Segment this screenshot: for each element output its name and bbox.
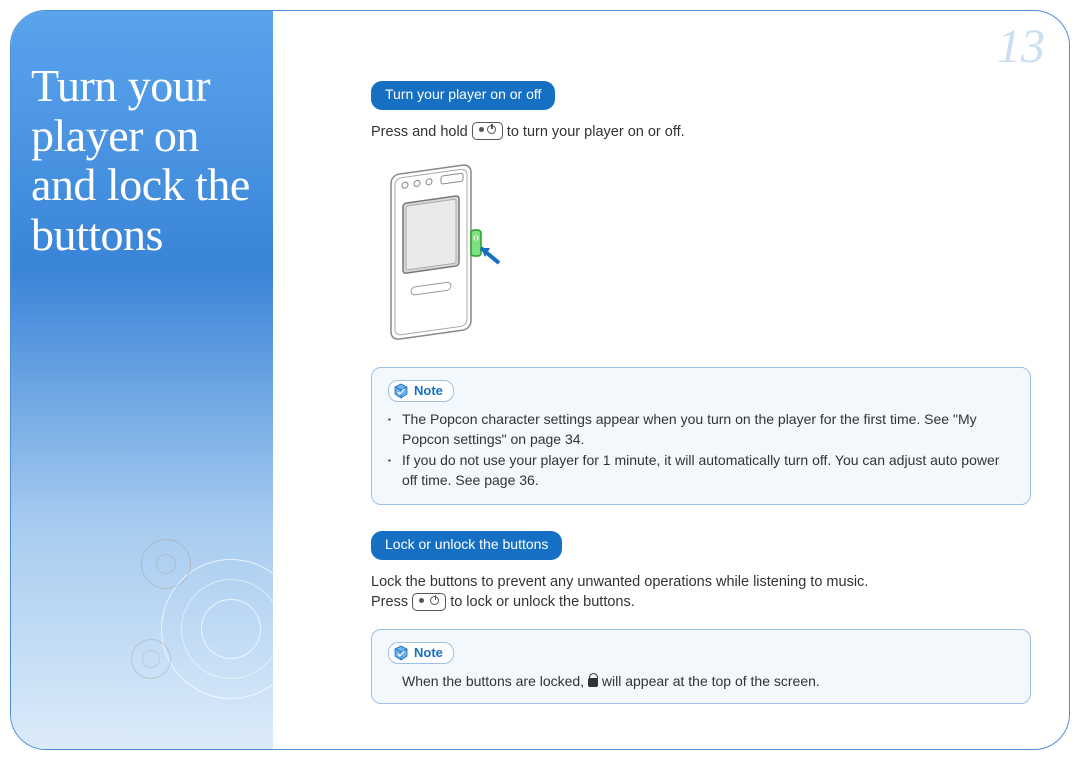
lock-line2-after: to lock or unlock the buttons. bbox=[450, 594, 635, 610]
note-1-bullet-1: If you do not use your player for 1 minu… bbox=[402, 451, 1014, 490]
power-instruction: Press and hold to turn your player on or… bbox=[371, 122, 1031, 142]
power-text-before: Press and hold bbox=[371, 124, 472, 140]
note-2-text: When the buttons are locked, will appear… bbox=[388, 672, 1014, 692]
lock-line2-before: Press bbox=[371, 594, 412, 610]
device-illustration bbox=[371, 158, 511, 343]
note-box-2: Note When the buttons are locked, will a… bbox=[371, 629, 1031, 705]
note-cube-icon-2 bbox=[393, 645, 409, 661]
note-label-1: Note bbox=[388, 380, 454, 402]
sidebar-title: Turn your player on and lock the buttons bbox=[11, 11, 273, 260]
main-content: Turn your player on or off Press and hol… bbox=[371, 81, 1031, 704]
note-box-1: Note The Popcon character settings appea… bbox=[371, 367, 1031, 506]
decorative-circles bbox=[131, 519, 331, 719]
section-heading-power: Turn your player on or off bbox=[371, 81, 555, 110]
note-label-text-1: Note bbox=[414, 382, 443, 400]
note-label-text-2: Note bbox=[414, 644, 443, 662]
note2-before: When the buttons are locked, bbox=[402, 673, 588, 689]
note-label-2: Note bbox=[388, 642, 454, 664]
section-heading-lock: Lock or unlock the buttons bbox=[371, 531, 562, 560]
note2-after: will appear at the top of the screen. bbox=[602, 673, 820, 689]
note-1-list: The Popcon character settings appear whe… bbox=[388, 410, 1014, 490]
note-cube-icon bbox=[393, 383, 409, 399]
sidebar: Turn your player on and lock the buttons bbox=[11, 11, 273, 749]
power-button-icon bbox=[472, 122, 503, 140]
lock-line1: Lock the buttons to prevent any unwanted… bbox=[371, 574, 868, 590]
power-text-after: to turn your player on or off. bbox=[507, 124, 685, 140]
lock-icon bbox=[588, 678, 598, 687]
lock-button-icon bbox=[412, 593, 446, 611]
page-number: 13 bbox=[997, 19, 1045, 74]
page-container: Turn your player on and lock the buttons… bbox=[10, 10, 1070, 750]
note-1-bullet-0: The Popcon character settings appear whe… bbox=[402, 410, 1014, 449]
lock-instruction: Lock the buttons to prevent any unwanted… bbox=[371, 572, 1031, 613]
